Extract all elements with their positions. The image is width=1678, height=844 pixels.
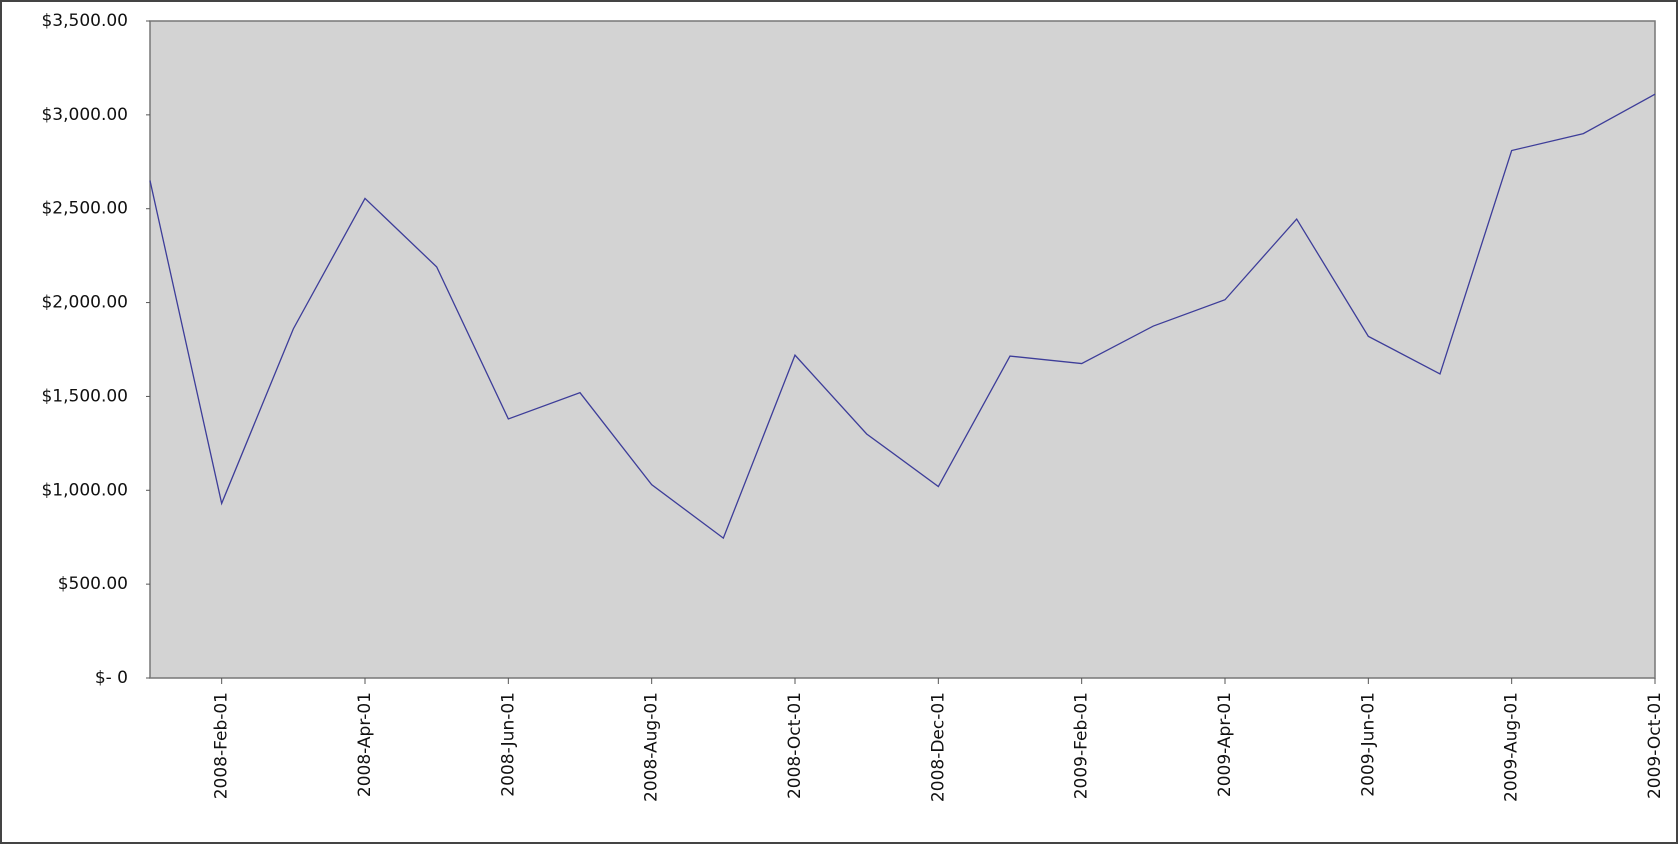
y-tick-label: $2,000.00 [41, 293, 128, 313]
line [149, 93, 1656, 540]
y-tick-label: $1,500.00 [41, 386, 128, 406]
y-tick-label: $- 0 [95, 668, 128, 688]
x-tick-label: 2008-Jun-01 [498, 692, 518, 797]
y-tick-label: $2,500.00 [41, 199, 128, 219]
x-tick-label: 2008-Aug-01 [642, 692, 662, 802]
x-tick-label: 2008-Feb-01 [212, 692, 232, 799]
plot-area [149, 20, 1656, 679]
x-tick-label: 2009-Oct-01 [1645, 692, 1665, 799]
x-tick-label: 2009-Aug-01 [1502, 692, 1522, 802]
x-tick-label: 2008-Apr-01 [355, 692, 375, 797]
y-tick-label: $3,500.00 [41, 11, 128, 31]
x-tick-label: 2009-Jun-01 [1358, 692, 1378, 797]
y-tick-label: $1,000.00 [41, 480, 128, 500]
x-tick-label: 2008-Oct-01 [785, 692, 805, 799]
x-tick-label: 2009-Apr-01 [1215, 692, 1235, 797]
y-tick-label: $3,000.00 [41, 105, 128, 125]
x-tick-label: 2008-Dec-01 [928, 692, 948, 802]
y-tick-label: $500.00 [58, 574, 128, 594]
x-tick-label: 2009-Feb-01 [1072, 692, 1092, 799]
